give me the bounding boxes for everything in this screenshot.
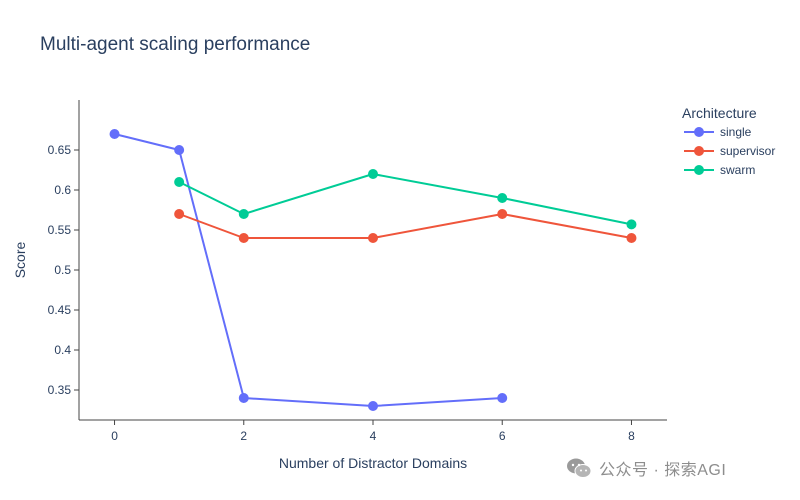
watermark: 公众号 · 探索AGI [566, 456, 726, 480]
legend-swatch-marker [694, 165, 704, 175]
plot-area: 0.35 0.4 0.45 0.5 0.55 0.6 0.65 0 2 4 6 8 [48, 100, 667, 443]
y-tick-label: 0.45 [48, 303, 72, 317]
watermark-text: 公众号 · 探索AGI [599, 462, 727, 479]
legend-label: supervisor [720, 144, 775, 158]
x-tick-label: 6 [499, 429, 506, 443]
y-axis-label: Score [12, 242, 28, 279]
data-point-swarm [174, 177, 185, 187]
y-tick-label: 0.4 [54, 343, 71, 357]
y-tick-label: 0.6 [54, 183, 71, 197]
legend-item-supervisor[interactable]: supervisor [684, 144, 775, 158]
data-point-supervisor [497, 209, 508, 219]
legend-title: Architecture [682, 105, 757, 121]
x-tick-label: 0 [111, 429, 118, 443]
data-point-swarm [626, 219, 637, 230]
data-point-single [497, 393, 508, 403]
x-axis-label: Number of Distractor Domains [279, 455, 467, 471]
y-tick-label: 0.55 [48, 223, 72, 237]
data-point-single [238, 393, 249, 403]
chart-title: Multi-agent scaling performance [40, 34, 310, 55]
legend[interactable]: Architecture single supervisor swarm [682, 105, 775, 177]
y-tick-label: 0.35 [48, 383, 72, 397]
data-point-single [174, 145, 185, 155]
data-point-single [368, 401, 378, 411]
data-point-swarm [368, 169, 378, 179]
legend-swatch-marker [694, 146, 704, 156]
x-tick-label: 2 [240, 429, 247, 443]
y-tick-label: 0.5 [54, 263, 71, 277]
data-point-supervisor [368, 233, 378, 243]
legend-item-swarm[interactable]: swarm [684, 163, 755, 177]
x-tick-label: 8 [628, 429, 635, 443]
legend-label: single [720, 125, 752, 139]
series-line-single [114, 133, 503, 407]
y-tick-label: 0.65 [48, 143, 72, 157]
data-point-swarm [497, 193, 508, 203]
data-point-swarm [238, 209, 249, 219]
wechat-icon [567, 458, 592, 478]
data-point-supervisor [174, 209, 185, 219]
x-tick-label: 4 [370, 429, 377, 443]
legend-swatch-marker [694, 127, 704, 137]
data-point-supervisor [626, 233, 637, 243]
legend-item-single[interactable]: single [684, 125, 752, 139]
data-point-single [109, 129, 120, 139]
legend-label: swarm [720, 163, 755, 177]
data-point-supervisor [238, 233, 249, 243]
